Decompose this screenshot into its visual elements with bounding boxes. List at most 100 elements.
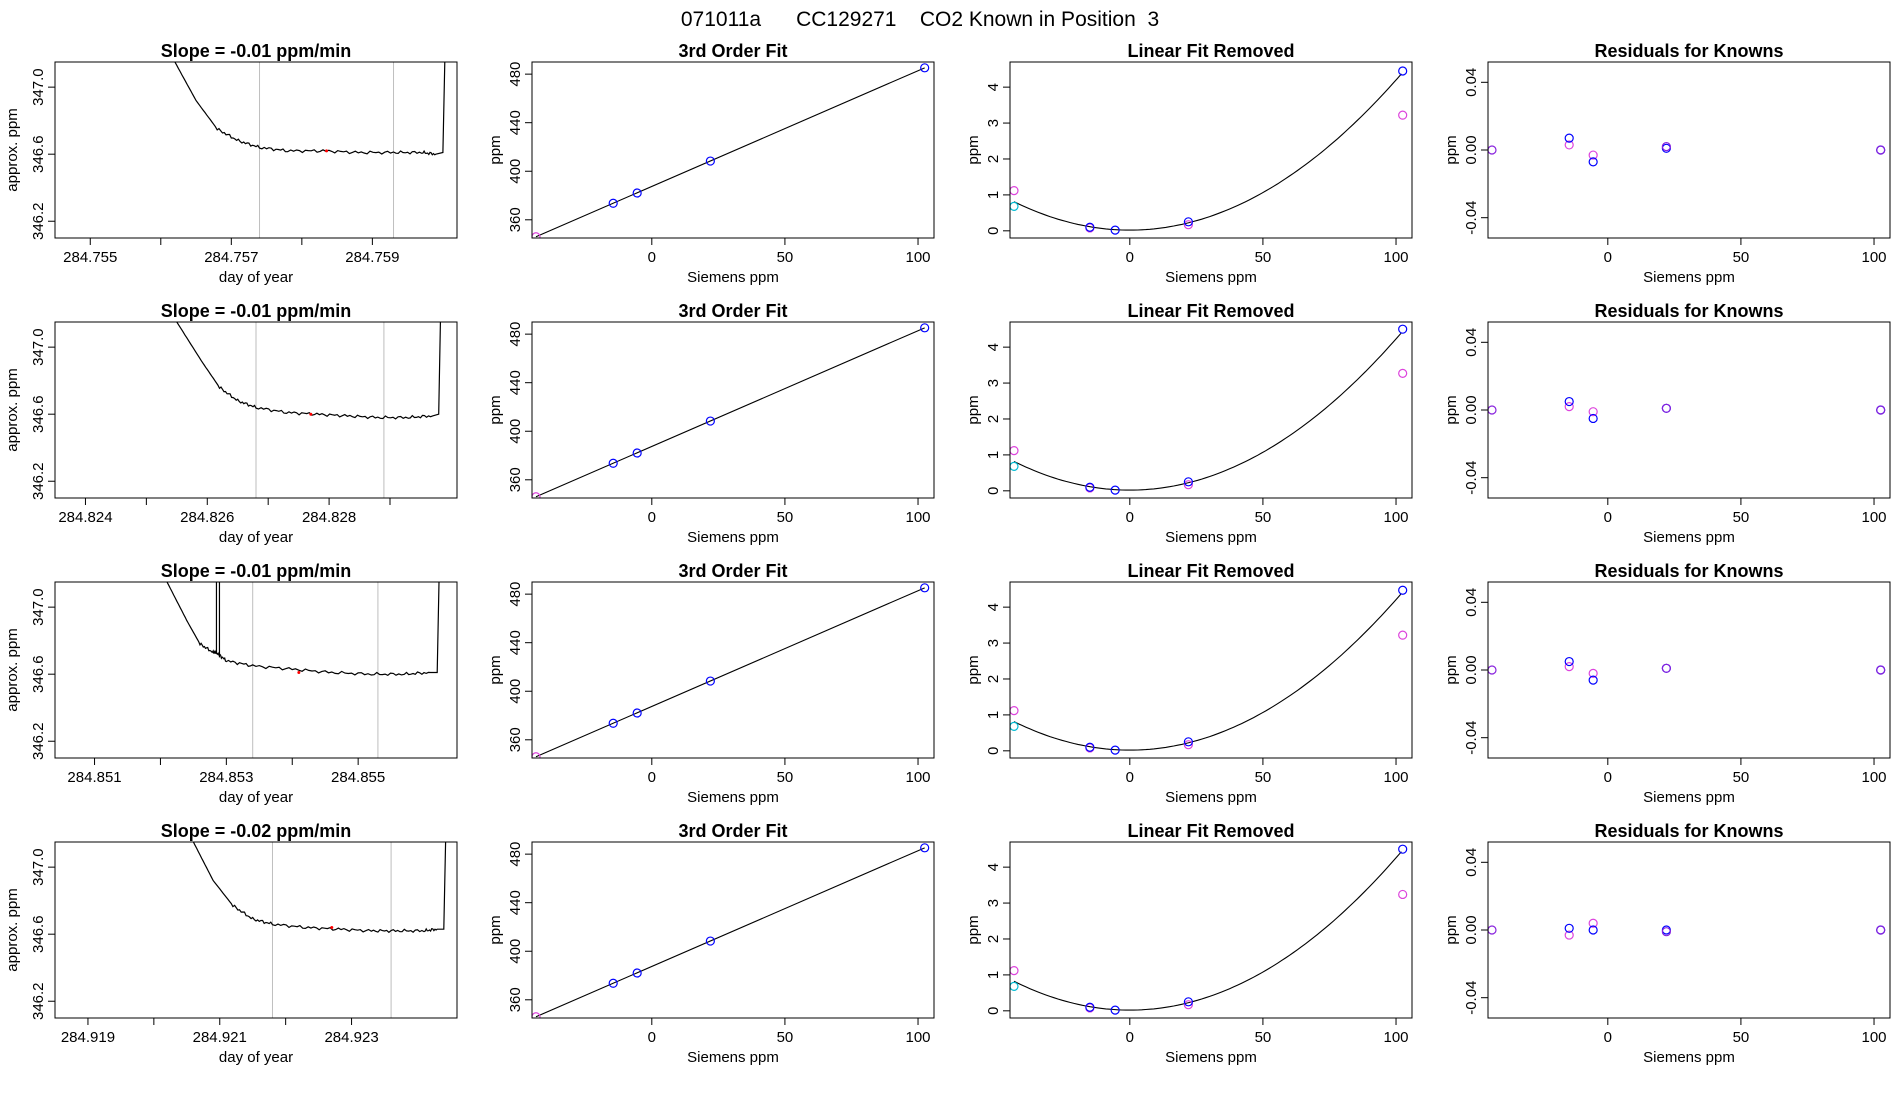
x-axis-label: Siemens ppm [1643, 789, 1735, 806]
y-tick-label: 3 [985, 639, 1002, 647]
known-point-magenta [1588, 407, 1598, 417]
y-tick-label: 1 [985, 451, 1002, 459]
plot-frame [1009, 841, 1413, 1019]
x-tick-label: 284.757 [204, 249, 258, 266]
known-point-magenta [1010, 445, 1019, 456]
known-point-purple [1876, 145, 1886, 155]
x-tick-label: 100 [1384, 769, 1409, 786]
x-tick-label: 100 [1384, 1029, 1409, 1046]
x-tick-label: 0 [1126, 249, 1134, 266]
x-axis-label: day of year [219, 789, 293, 806]
plot-area [1488, 396, 1886, 424]
y-tick-label: 0.00 [1463, 395, 1480, 424]
x-tick-label: 284.851 [67, 769, 121, 786]
plot-area [1010, 324, 1408, 495]
x-tick-label: 284.759 [345, 249, 399, 266]
plot-frame [531, 841, 935, 1019]
y-tick-label: 480 [507, 842, 524, 867]
figure-title: 071011a CC129271 CO2 Known in Position 3 [681, 8, 1159, 31]
x-tick-label: 284.921 [193, 1029, 247, 1046]
known-point-magenta [532, 492, 541, 498]
known-point-magenta [1010, 185, 1019, 196]
known-point-purple [1488, 925, 1497, 935]
known-point-magenta [1564, 930, 1574, 940]
x-tick-label: 0 [648, 249, 656, 266]
y-tick-label: 3 [985, 119, 1002, 127]
known-point-magenta [1398, 110, 1408, 120]
plot-area [1010, 844, 1408, 1015]
plot-area [166, 582, 440, 758]
chart-panel-1-3: Linear Fit Removed 0 50 100 0 1 2 3 4 Siemens ppm… [965, 41, 1413, 286]
known-point-cyan [1010, 981, 1019, 991]
known-point-blue [1564, 133, 1574, 143]
known-point-magenta [1010, 705, 1019, 716]
y-tick-label: 480 [507, 62, 524, 87]
x-axis-label: Siemens ppm [687, 269, 779, 286]
x-tick-label: 0 [648, 769, 656, 786]
y-tick-label: 1 [985, 191, 1002, 199]
x-tick-label: 50 [1255, 249, 1272, 266]
plot-frame [1487, 581, 1891, 759]
chart-panel-3-2: 3rd Order Fit 0 50 100 360 400 440 480 Siemens p… [487, 561, 935, 806]
plot-area [1488, 918, 1886, 940]
y-tick-label: 0.00 [1463, 655, 1480, 684]
known-point-magenta [1183, 740, 1193, 750]
chart-panel-2-4: Residuals for Knowns 0 50 100 -0.04 0.00 0.04 S… [1443, 301, 1891, 546]
y-tick-label: 2 [985, 415, 1002, 423]
chart-panel-1-1: Slope = -0.01 ppm/min 284.755 284.757 284.7… [4, 41, 458, 286]
panel-title: Slope = -0.01 ppm/min [161, 41, 352, 61]
y-tick-label: 3 [985, 899, 1002, 907]
plot-area [532, 323, 930, 498]
plot-frame [1487, 61, 1891, 239]
x-tick-label: 100 [906, 769, 931, 786]
plot-frame [1009, 321, 1413, 499]
chart-panel-1-2: 3rd Order Fit 0 50 100 360 400 440 480 Siemens p… [487, 41, 935, 286]
panel-title: 3rd Order Fit [678, 301, 787, 321]
y-axis-label: ppm [487, 395, 504, 424]
known-point-blue [632, 448, 642, 458]
x-axis-label: Siemens ppm [1643, 269, 1735, 286]
known-point-blue [1085, 1002, 1095, 1012]
plot-frame [1487, 321, 1891, 499]
known-point-blue [1398, 844, 1408, 854]
plot-area [1488, 656, 1886, 685]
known-point-blue [1183, 217, 1193, 227]
x-axis-label: Siemens ppm [1165, 269, 1257, 286]
x-tick-label: 100 [1384, 249, 1409, 266]
y-tick-label: -0.04 [1463, 721, 1480, 755]
known-point-magenta [1398, 889, 1408, 900]
chart-panel-4-2: 3rd Order Fit 0 50 100 360 400 440 480 Siemens p… [487, 821, 935, 1066]
x-axis-label: day of year [219, 1049, 293, 1066]
x-tick-label: 0 [1604, 249, 1612, 266]
known-point-magenta [532, 232, 541, 238]
known-point-purple [1488, 665, 1497, 675]
x-tick-label: 0 [1126, 769, 1134, 786]
x-axis-label: Siemens ppm [687, 529, 779, 546]
chart-panel-2-1: Slope = -0.01 ppm/min 284.824 284.826 284.8… [4, 301, 458, 546]
x-tick-label: 100 [1862, 1029, 1887, 1046]
y-tick-label: 400 [507, 419, 524, 444]
x-tick-label: 50 [1255, 509, 1272, 526]
known-point-blue [1183, 997, 1193, 1007]
known-point-blue [705, 156, 715, 166]
y-tick-label: 0 [985, 227, 1002, 235]
x-tick-label: 50 [1733, 249, 1750, 266]
y-tick-label: 3 [985, 379, 1002, 387]
known-point-blue [1398, 324, 1408, 334]
known-point-blue [920, 323, 930, 333]
plot-area [1488, 133, 1886, 167]
known-point-magenta [1183, 480, 1193, 490]
y-tick-label: 4 [985, 863, 1002, 871]
panel-title: 3rd Order Fit [678, 821, 787, 841]
y-tick-label: 480 [507, 582, 524, 607]
x-tick-label: 50 [777, 249, 794, 266]
known-point-purple [1876, 405, 1886, 415]
y-tick-label: 346.2 [30, 982, 47, 1020]
y-tick-label: 440 [507, 370, 524, 395]
x-tick-label: 284.923 [324, 1029, 378, 1046]
quadratic-fit-curve [1013, 851, 1402, 1011]
y-tick-label: 0.04 [1463, 848, 1480, 877]
known-point-blue [1588, 925, 1598, 935]
x-tick-label: 284.826 [180, 509, 234, 526]
